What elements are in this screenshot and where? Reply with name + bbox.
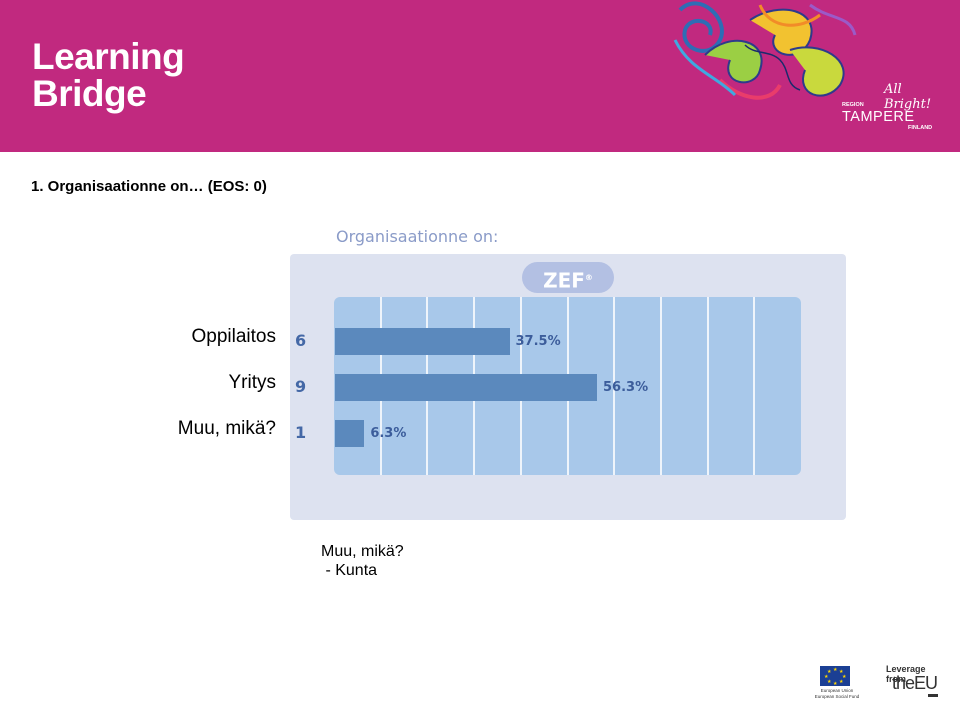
other-answers-note: Muu, mikä? - Kunta — [321, 542, 404, 580]
grid-line — [706, 297, 709, 475]
slide-title: 1. Organisaationne on… (EOS: 0) — [31, 178, 267, 195]
eu-text: European Union European Social Fund — [802, 688, 872, 700]
zef-brand-badge: ZEF® — [522, 262, 614, 293]
bar-1 — [335, 374, 597, 401]
bar-percent-label: 37.5% — [515, 334, 561, 349]
zef-brand-text: ZEF — [543, 268, 585, 293]
leverage-text: Leverage from — [886, 664, 926, 684]
grid-line — [613, 297, 616, 475]
grid-line — [753, 297, 756, 475]
bar-count-label: 6 — [295, 331, 307, 350]
category-label: Muu, mikä? — [177, 418, 276, 439]
category-label: Yritys — [228, 372, 277, 393]
the-eu-text: theEU — [892, 673, 938, 693]
tampere-tagline: All Bright! — [884, 82, 932, 112]
eu-text-line-1: European Union — [820, 688, 854, 693]
eu-flag-icon: ★ ★ ★ ★ ★ ★ ★ ★ — [820, 666, 850, 687]
bar-percent-label: 6.3% — [370, 426, 407, 441]
grid-line — [659, 297, 662, 475]
chart-title: Organisaationne on: — [336, 227, 499, 246]
category-label: Oppilaitos — [191, 326, 277, 347]
tampere-region-logo: All Bright! REGION TAMPERE FINLAND — [840, 82, 940, 137]
learning-bridge-logo: Learning Bridge — [32, 36, 185, 114]
bar-count-label: 9 — [295, 377, 307, 396]
eu-leverage-logo: ★ ★ ★ ★ ★ ★ ★ ★ European Union European … — [794, 660, 944, 704]
tampere-country: FINLAND — [908, 125, 933, 131]
note-answer: - Kunta — [321, 562, 378, 579]
decorative-swirl-graphic — [673, 1, 857, 100]
bar-0 — [335, 328, 510, 355]
eu-text-line-2: European Social Fund — [814, 694, 860, 699]
note-heading: Muu, mikä? — [321, 543, 404, 560]
the-eu-underline — [928, 694, 938, 697]
header-banner: Learning Bridge All Bright! REGION TAMPE… — [0, 0, 960, 152]
tampere-region-label: REGION — [842, 102, 864, 108]
bar-count-label: 1 — [295, 423, 307, 442]
bar-2 — [335, 420, 365, 447]
bar-percent-label: 56.3% — [603, 380, 649, 395]
tampere-name: TAMPERE — [842, 109, 915, 125]
logo-line-1: Learning — [32, 36, 185, 77]
logo-line-2: Bridge — [32, 73, 147, 114]
